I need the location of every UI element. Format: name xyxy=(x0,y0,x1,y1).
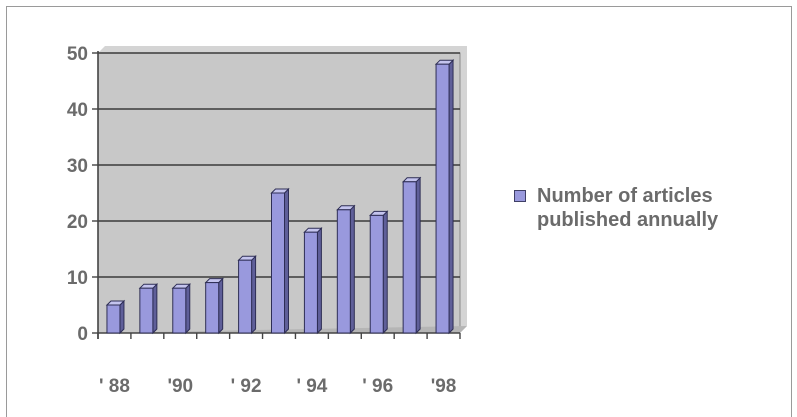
x-tick-label: '98 xyxy=(431,376,457,397)
x-tick-label: '90 xyxy=(167,376,193,397)
bar-88 xyxy=(105,299,126,335)
y-tick-label: 30 xyxy=(67,156,88,177)
bar-97 xyxy=(401,176,422,335)
y-tick-label: 20 xyxy=(67,212,88,233)
bar-side xyxy=(251,254,257,335)
bar-front xyxy=(435,63,450,334)
bar-front xyxy=(271,192,285,334)
bar-side xyxy=(185,282,191,335)
y-tick-label: 50 xyxy=(67,44,88,65)
y-tick-label: 0 xyxy=(77,324,88,345)
bar-side xyxy=(218,277,224,335)
bar-side xyxy=(382,210,388,335)
bar-front xyxy=(369,214,384,334)
bar-side xyxy=(152,282,158,335)
bar-front xyxy=(205,282,220,334)
x-tick-label: ' 94 xyxy=(296,376,327,397)
bar-98 xyxy=(434,58,455,335)
legend-label: Number of articles published annually xyxy=(537,184,777,232)
legend: Number of articles published annually xyxy=(514,184,777,232)
y-tick-label: 10 xyxy=(67,268,88,289)
bar-front xyxy=(238,259,253,334)
bar-front xyxy=(139,287,154,334)
bar-94 xyxy=(303,226,323,335)
bar-92 xyxy=(237,254,257,335)
x-tick-label: ' 92 xyxy=(231,376,262,397)
bar-93 xyxy=(270,187,290,335)
bar-side xyxy=(284,187,289,335)
bar-89 xyxy=(138,282,159,335)
bar-90 xyxy=(171,282,191,335)
x-tick-label: ' 88 xyxy=(99,376,130,397)
legend-label-line-2: published annually xyxy=(537,209,719,231)
bar-side xyxy=(316,226,322,335)
bar-front xyxy=(172,287,187,334)
bar-side xyxy=(448,58,454,335)
bar-front xyxy=(106,304,121,334)
bar-front xyxy=(336,209,351,334)
legend-swatch xyxy=(514,190,526,202)
bar-side xyxy=(119,299,125,335)
bar-front xyxy=(402,181,417,334)
bar-side xyxy=(349,204,355,335)
bar-front xyxy=(303,231,318,334)
y-tick-label: 40 xyxy=(67,100,88,121)
x-tick-label: ' 96 xyxy=(362,376,393,397)
bar-side xyxy=(415,176,421,335)
bar-95 xyxy=(336,204,356,335)
bar-96 xyxy=(369,210,389,335)
bar-91 xyxy=(204,277,224,335)
legend-label-line-1: Number of articles xyxy=(537,185,713,207)
